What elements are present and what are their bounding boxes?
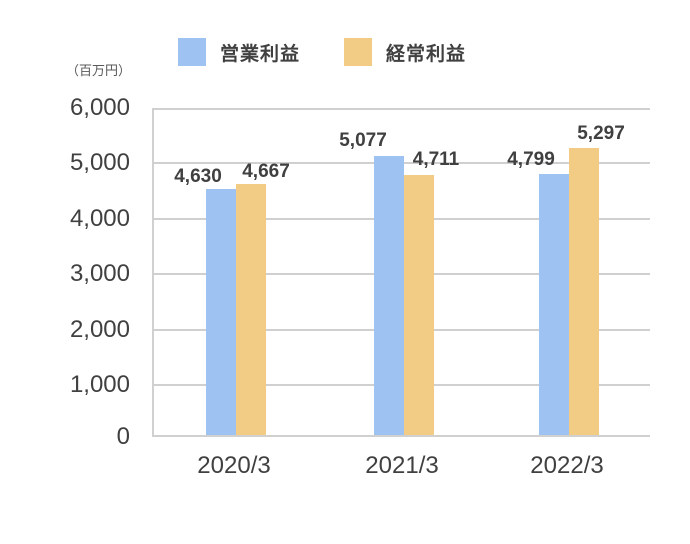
y-tick: 1,000: [69, 371, 130, 398]
y-axis-unit-label: （百万円）: [66, 64, 132, 79]
y-tick: 0: [116, 423, 130, 450]
value-label: 4,799: [507, 149, 555, 170]
bar-ordinary-2020: [236, 184, 266, 435]
x-tick: 2021/3: [365, 452, 439, 479]
bar-operating-2022: [539, 174, 569, 435]
value-label: 4,711: [412, 149, 460, 170]
value-label: 5,077: [339, 130, 387, 151]
legend-item-ordinary-profit: 経常利益: [344, 38, 466, 66]
plot-area: [152, 108, 650, 437]
legend-item-operating-profit: 営業利益: [178, 38, 300, 66]
gridline: [154, 108, 650, 110]
bar-ordinary-2022: [569, 148, 599, 435]
x-tick: 2020/3: [197, 452, 271, 479]
value-label: 4,667: [242, 161, 290, 182]
bar-ordinary-2021: [404, 175, 434, 435]
legend-label: 経常利益: [386, 42, 467, 65]
y-tick: 3,000: [69, 260, 130, 287]
y-tick: 6,000: [69, 94, 130, 121]
legend-label: 営業利益: [220, 42, 301, 65]
legend: 営業利益 経常利益: [178, 38, 510, 66]
bar-operating-2020: [206, 189, 236, 435]
legend-swatch-blue: [178, 38, 206, 66]
value-label: 4,630: [174, 166, 222, 187]
y-tick: 2,000: [69, 316, 130, 343]
legend-swatch-orange: [344, 38, 373, 66]
y-tick: 4,000: [69, 205, 130, 232]
x-tick: 2022/3: [530, 452, 604, 479]
value-label: 5,297: [577, 123, 625, 144]
y-tick: 5,000: [69, 149, 130, 176]
bar-operating-2021: [374, 156, 404, 435]
